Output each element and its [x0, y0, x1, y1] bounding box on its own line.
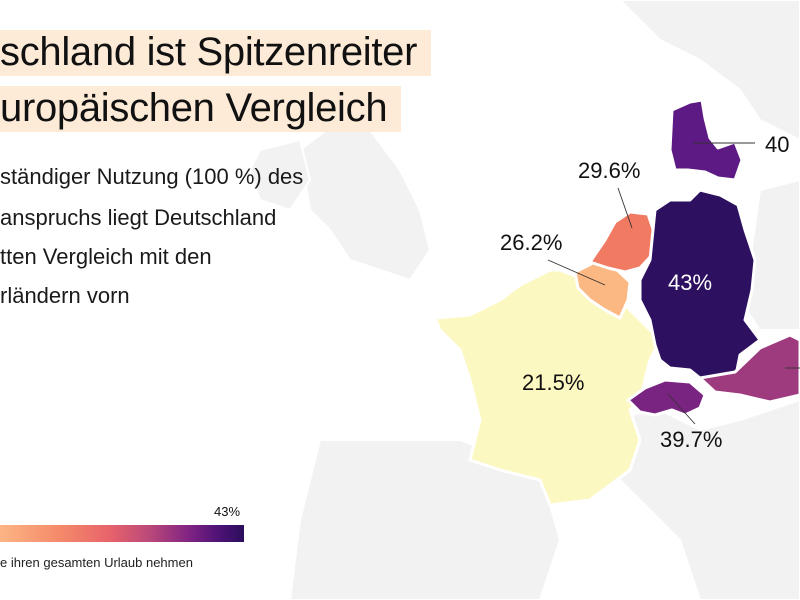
leader-line-switzerland	[667, 393, 696, 425]
body-text-line-3: tten Vergleich mit den	[0, 244, 212, 269]
label-netherlands: 29.6%	[578, 158, 640, 183]
body-text-line-2: anspruchs liegt Deutschland	[0, 205, 277, 230]
leader-line-belgium	[547, 259, 606, 286]
legend-caption: e ihren gesamten Urlaub nehmen	[0, 555, 193, 570]
label-germany: 43%	[668, 270, 712, 295]
title-line-1: schland ist Spitzenreiter	[0, 30, 432, 76]
label-france: 21.5%	[522, 370, 584, 395]
background-land	[248, 0, 800, 600]
country-austria	[698, 333, 800, 404]
country-germany	[638, 188, 762, 382]
country-france	[433, 268, 662, 507]
label-denmark: 40	[765, 132, 789, 157]
title-line-2: uropäischen Vergleich	[0, 86, 402, 132]
land-scandinavia	[618, 0, 800, 142]
country-switzerland	[626, 378, 707, 417]
body-text-line-4: rländern vorn	[0, 283, 130, 308]
legend-max-label: 43%	[214, 504, 241, 519]
body-text-line-1: ständiger Nutzung (100 %) des	[0, 164, 304, 189]
legend-color-scale	[0, 525, 244, 542]
land-uk-ireland	[298, 118, 432, 282]
country-netherlands	[588, 210, 657, 274]
land-ireland	[248, 138, 312, 212]
land-italy-balkans	[598, 398, 800, 600]
label-switzerland: 39.7%	[660, 427, 722, 452]
country-denmark	[668, 98, 744, 182]
leader-line-netherlands	[617, 187, 633, 229]
label-belgium: 26.2%	[500, 230, 562, 255]
